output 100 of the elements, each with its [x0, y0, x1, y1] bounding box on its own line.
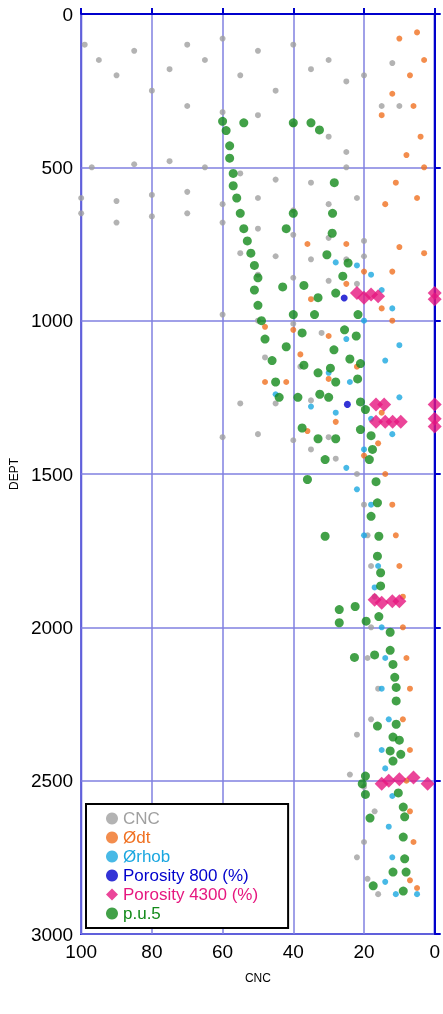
point	[406, 72, 413, 79]
point	[406, 808, 413, 815]
point	[353, 486, 360, 493]
x-tick-label: 20	[353, 941, 375, 962]
point	[406, 747, 413, 753]
point	[353, 262, 360, 269]
point	[375, 440, 382, 447]
point	[361, 446, 368, 453]
point	[427, 292, 442, 307]
point	[307, 296, 314, 303]
point	[382, 471, 389, 477]
x-tick-label: 60	[212, 941, 234, 962]
point	[389, 305, 396, 312]
point	[382, 765, 389, 772]
y-tick-label: 500	[41, 156, 74, 178]
point	[378, 112, 385, 119]
point	[414, 195, 421, 201]
point	[307, 403, 314, 410]
point	[297, 351, 304, 358]
y-axis-title: DEPT	[7, 457, 21, 491]
point	[371, 289, 386, 304]
point	[343, 280, 350, 287]
point	[332, 259, 339, 266]
legend-label: Ødt	[123, 828, 151, 847]
point	[406, 770, 421, 785]
point	[420, 776, 435, 791]
point	[392, 594, 407, 609]
point	[325, 333, 332, 339]
point	[385, 716, 392, 723]
point	[396, 563, 403, 569]
point	[382, 201, 389, 208]
point	[389, 268, 396, 275]
x-tick-label: 0	[429, 941, 441, 962]
x-tick-label: 40	[282, 941, 304, 962]
point	[389, 317, 396, 324]
x-tick-label: 80	[141, 941, 163, 962]
legend-label: p.u.5	[123, 904, 161, 923]
y-tick-label: 2500	[30, 770, 74, 792]
point	[392, 532, 399, 539]
point	[382, 357, 389, 364]
point	[382, 878, 389, 885]
point	[304, 241, 311, 247]
point	[392, 772, 407, 787]
point	[396, 394, 403, 401]
point	[381, 773, 396, 788]
point	[374, 595, 389, 610]
point	[343, 241, 350, 247]
point	[421, 164, 428, 171]
point	[290, 326, 297, 333]
point	[399, 716, 406, 723]
point	[343, 400, 351, 408]
point	[417, 133, 424, 140]
y-tick-label: 2000	[30, 616, 74, 638]
point	[389, 501, 396, 508]
x-axis-title: CNC	[244, 971, 272, 985]
point	[377, 397, 392, 412]
point	[396, 244, 403, 251]
point	[421, 250, 428, 257]
point	[427, 397, 442, 412]
point	[421, 57, 428, 63]
point	[403, 152, 410, 159]
point	[392, 179, 399, 186]
point	[410, 839, 417, 845]
y-tick-label: 0	[62, 3, 74, 25]
point	[414, 29, 421, 36]
point	[375, 563, 382, 569]
point	[389, 854, 396, 861]
y-tick-label: 1000	[30, 310, 74, 332]
point	[346, 379, 353, 385]
point	[396, 342, 403, 349]
point	[332, 409, 339, 416]
point	[414, 891, 421, 898]
legend-label: CNC	[123, 809, 160, 828]
point	[378, 409, 385, 416]
legend-label: Porosity 4300 (%)	[123, 885, 259, 904]
point	[406, 877, 413, 884]
point	[403, 655, 410, 661]
point	[283, 379, 290, 385]
point	[343, 464, 350, 471]
y-tick-label: 1500	[30, 463, 74, 485]
point	[369, 414, 384, 429]
point	[385, 823, 392, 830]
point	[378, 747, 385, 753]
point	[262, 379, 269, 385]
point	[361, 268, 368, 275]
point	[392, 891, 399, 898]
point	[399, 624, 406, 631]
point	[406, 685, 413, 692]
point	[389, 90, 396, 97]
legend-label: Porosity 800 (%)	[123, 866, 249, 885]
point	[410, 103, 417, 109]
point	[332, 418, 339, 425]
legend-label: Ørhob	[123, 847, 171, 866]
point	[343, 336, 350, 343]
point	[361, 317, 368, 324]
point	[262, 323, 269, 330]
point	[414, 885, 421, 891]
point	[393, 414, 408, 429]
point	[396, 35, 403, 42]
point	[325, 375, 332, 382]
